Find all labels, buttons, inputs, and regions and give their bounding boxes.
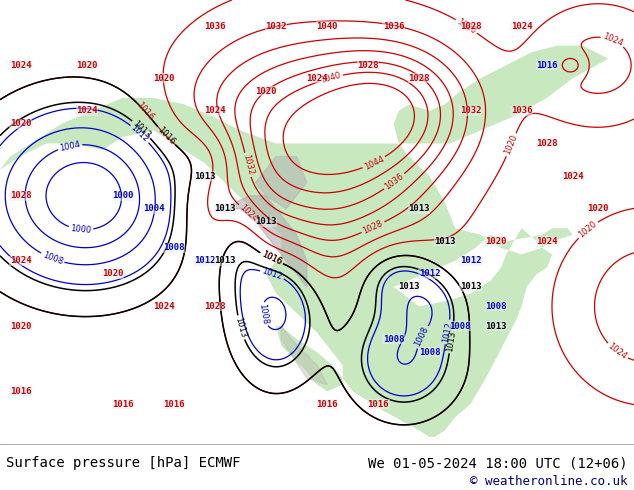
Text: 1020: 1020 (588, 204, 609, 213)
Text: 1032: 1032 (241, 153, 255, 176)
Text: 1036: 1036 (204, 22, 226, 30)
Polygon shape (0, 46, 609, 437)
Text: 1008: 1008 (485, 302, 507, 311)
Text: 1020: 1020 (503, 133, 519, 156)
Text: 1024: 1024 (10, 256, 31, 266)
Text: 1013: 1013 (408, 204, 430, 213)
Text: 1008: 1008 (257, 303, 269, 325)
Text: 1040: 1040 (316, 22, 338, 30)
Text: 1016: 1016 (368, 400, 389, 409)
Text: 1024: 1024 (306, 74, 328, 83)
Text: 1013: 1013 (131, 119, 152, 140)
Text: 1020: 1020 (76, 61, 98, 70)
Text: 1016: 1016 (260, 250, 283, 267)
Text: 1028: 1028 (408, 74, 430, 83)
Text: 1016: 1016 (10, 387, 31, 396)
Text: 1013: 1013 (194, 172, 216, 181)
Text: 1024: 1024 (153, 302, 174, 311)
Text: 1032: 1032 (460, 106, 481, 115)
Text: 1024: 1024 (204, 106, 226, 115)
Text: 1016: 1016 (112, 400, 134, 409)
Text: 1004: 1004 (143, 204, 164, 213)
Text: 1024: 1024 (536, 237, 558, 246)
Text: 1032: 1032 (266, 22, 287, 30)
Text: 1013: 1013 (233, 316, 248, 339)
Text: 1013: 1013 (214, 204, 236, 213)
Text: 1008: 1008 (450, 321, 471, 331)
Text: 1028: 1028 (460, 22, 481, 30)
Text: 1016: 1016 (156, 125, 177, 147)
Text: 1028: 1028 (361, 219, 384, 236)
Text: 1020: 1020 (485, 237, 507, 246)
Text: 1013: 1013 (485, 321, 507, 331)
Text: 1016: 1016 (163, 400, 184, 409)
Text: 1013: 1013 (214, 256, 236, 266)
Text: 1024: 1024 (606, 342, 628, 362)
Text: 1013: 1013 (460, 282, 481, 292)
Text: 1008: 1008 (418, 347, 440, 357)
Text: 1024: 1024 (10, 61, 31, 70)
Text: 1000: 1000 (70, 224, 92, 235)
Text: 1024: 1024 (602, 32, 624, 49)
Text: 1020: 1020 (153, 74, 174, 83)
Text: 1024: 1024 (237, 203, 259, 223)
Text: 1004: 1004 (59, 140, 81, 152)
Text: 1044: 1044 (363, 154, 385, 172)
Text: 1000: 1000 (112, 191, 134, 200)
Text: 1024: 1024 (562, 172, 583, 181)
Text: 1016: 1016 (316, 400, 338, 409)
Polygon shape (256, 156, 307, 209)
Text: 1024: 1024 (511, 22, 533, 30)
Text: 1040: 1040 (320, 71, 342, 85)
Text: We 01-05-2024 18:00 UTC (12+06): We 01-05-2024 18:00 UTC (12+06) (368, 457, 628, 470)
Text: 1020: 1020 (455, 17, 478, 36)
Text: 1008: 1008 (383, 335, 404, 343)
Text: 1008: 1008 (163, 244, 184, 252)
Text: 1008: 1008 (41, 250, 64, 267)
Text: 1020: 1020 (101, 270, 123, 278)
Text: 1028: 1028 (204, 302, 226, 311)
Text: 1013: 1013 (255, 217, 276, 226)
Text: 1020: 1020 (10, 321, 31, 331)
Text: 1016: 1016 (134, 100, 155, 122)
Text: 1036: 1036 (383, 22, 404, 30)
Text: 1012: 1012 (261, 267, 283, 282)
Text: 1012: 1012 (460, 256, 481, 266)
Text: 1020: 1020 (577, 220, 598, 240)
Text: 1012: 1012 (194, 256, 216, 266)
Text: © weatheronline.co.uk: © weatheronline.co.uk (470, 475, 628, 488)
Text: 1028: 1028 (10, 191, 31, 200)
Text: 1016: 1016 (260, 250, 283, 267)
Text: 1020: 1020 (10, 120, 31, 128)
Polygon shape (230, 196, 307, 287)
Text: 1020: 1020 (255, 87, 276, 96)
Text: 1D16: 1D16 (536, 61, 558, 70)
Text: 1012: 1012 (441, 321, 454, 343)
Text: 1036: 1036 (383, 172, 406, 192)
Text: 1036: 1036 (511, 106, 533, 115)
Text: 1024: 1024 (76, 106, 98, 115)
Text: 1013: 1013 (434, 237, 456, 246)
Text: 1008: 1008 (413, 325, 430, 348)
Text: 1013: 1013 (445, 330, 457, 352)
Text: 1028: 1028 (536, 139, 558, 148)
Text: 1028: 1028 (358, 61, 379, 70)
Text: 1012: 1012 (129, 123, 151, 144)
Text: 1012: 1012 (418, 270, 440, 278)
Polygon shape (281, 326, 327, 385)
Text: 1013: 1013 (398, 282, 420, 292)
Text: Surface pressure [hPa] ECMWF: Surface pressure [hPa] ECMWF (6, 457, 241, 470)
